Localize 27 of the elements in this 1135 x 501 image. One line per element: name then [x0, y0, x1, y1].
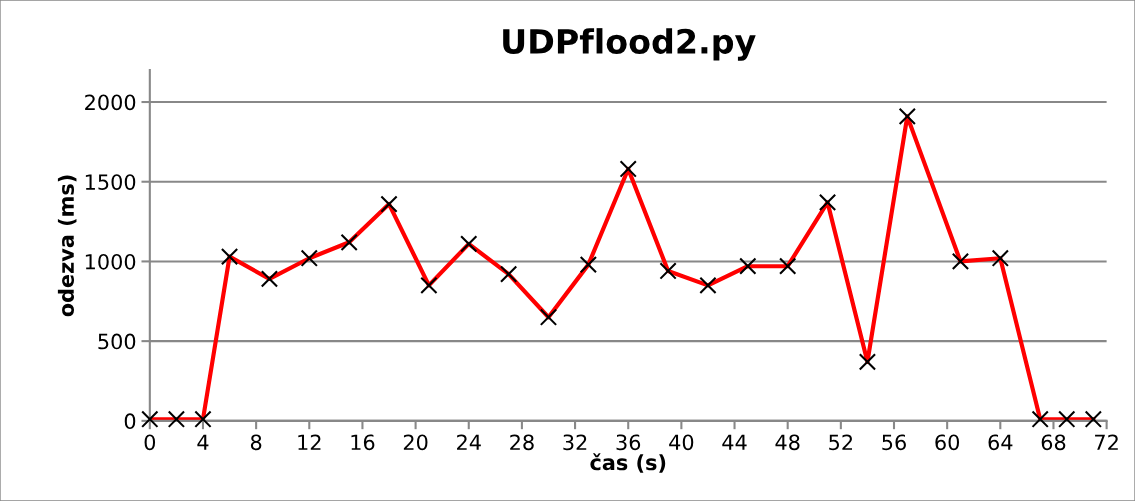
x-tick-label: 8: [250, 434, 262, 451]
y-tick-label: 1000: [85, 253, 136, 270]
y-tick-label: 500: [98, 333, 136, 350]
x-tick-label: 24: [457, 434, 481, 450]
x-tick-label: 0: [144, 434, 156, 451]
y-tick-label: 1500: [85, 174, 136, 190]
y-tick-label: 2000: [85, 94, 136, 111]
x-tick-label: 16: [351, 434, 375, 451]
x-tick-label: 68: [1041, 434, 1066, 451]
x-tick-label: 4: [197, 434, 209, 450]
x-tick-label: 40: [669, 434, 694, 451]
x-tick-label: 12: [298, 434, 321, 450]
x-tick-label: 60: [935, 434, 960, 451]
x-tick-label: 44: [722, 434, 747, 450]
x-tick-label: 36: [616, 434, 641, 451]
chart-title: UDPflood2.py: [503, 28, 756, 61]
x-tick-label: 48: [775, 434, 800, 451]
x-tick-label: 32: [563, 434, 587, 451]
y-axis-title: odezva (ms): [57, 175, 77, 317]
x-tick-label: 72: [1095, 434, 1118, 450]
y-tick-label: 0: [124, 413, 136, 430]
x-tick-label: 64: [988, 434, 1013, 451]
x-tick-label: 56: [882, 434, 906, 451]
x-tick-label: 52: [829, 434, 853, 451]
x-tick-label: 28: [510, 434, 534, 451]
x-tick-label: 20: [403, 434, 428, 451]
x-axis-title: čas (s): [590, 453, 666, 473]
